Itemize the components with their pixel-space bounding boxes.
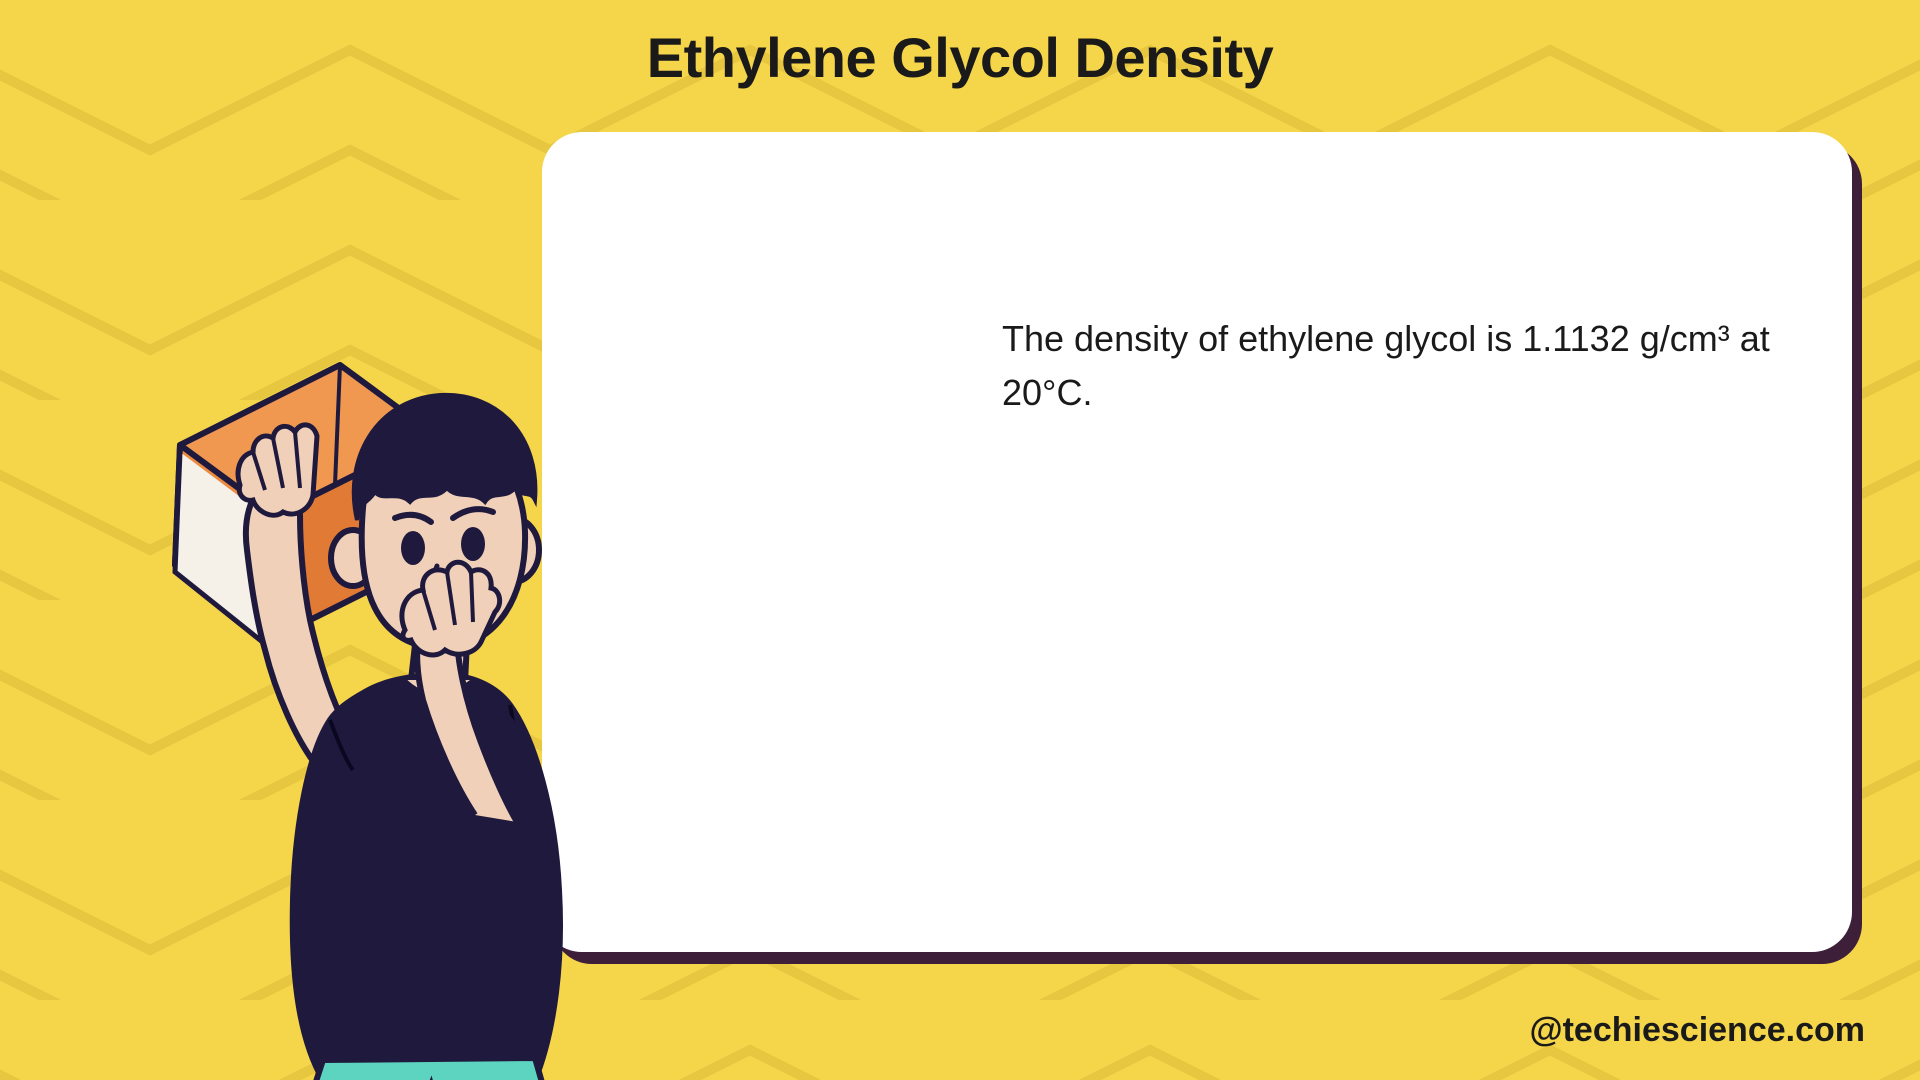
shorts [310, 1058, 547, 1080]
attribution-text: @techiescience.com [1529, 1011, 1865, 1050]
info-card: The density of ethylene glycol is 1.1132… [542, 132, 1852, 952]
thinking-character-illustration [135, 340, 635, 1080]
page-title: Ethylene Glycol Density [0, 25, 1920, 90]
card-body-text: The density of ethylene glycol is 1.1132… [1002, 312, 1772, 420]
